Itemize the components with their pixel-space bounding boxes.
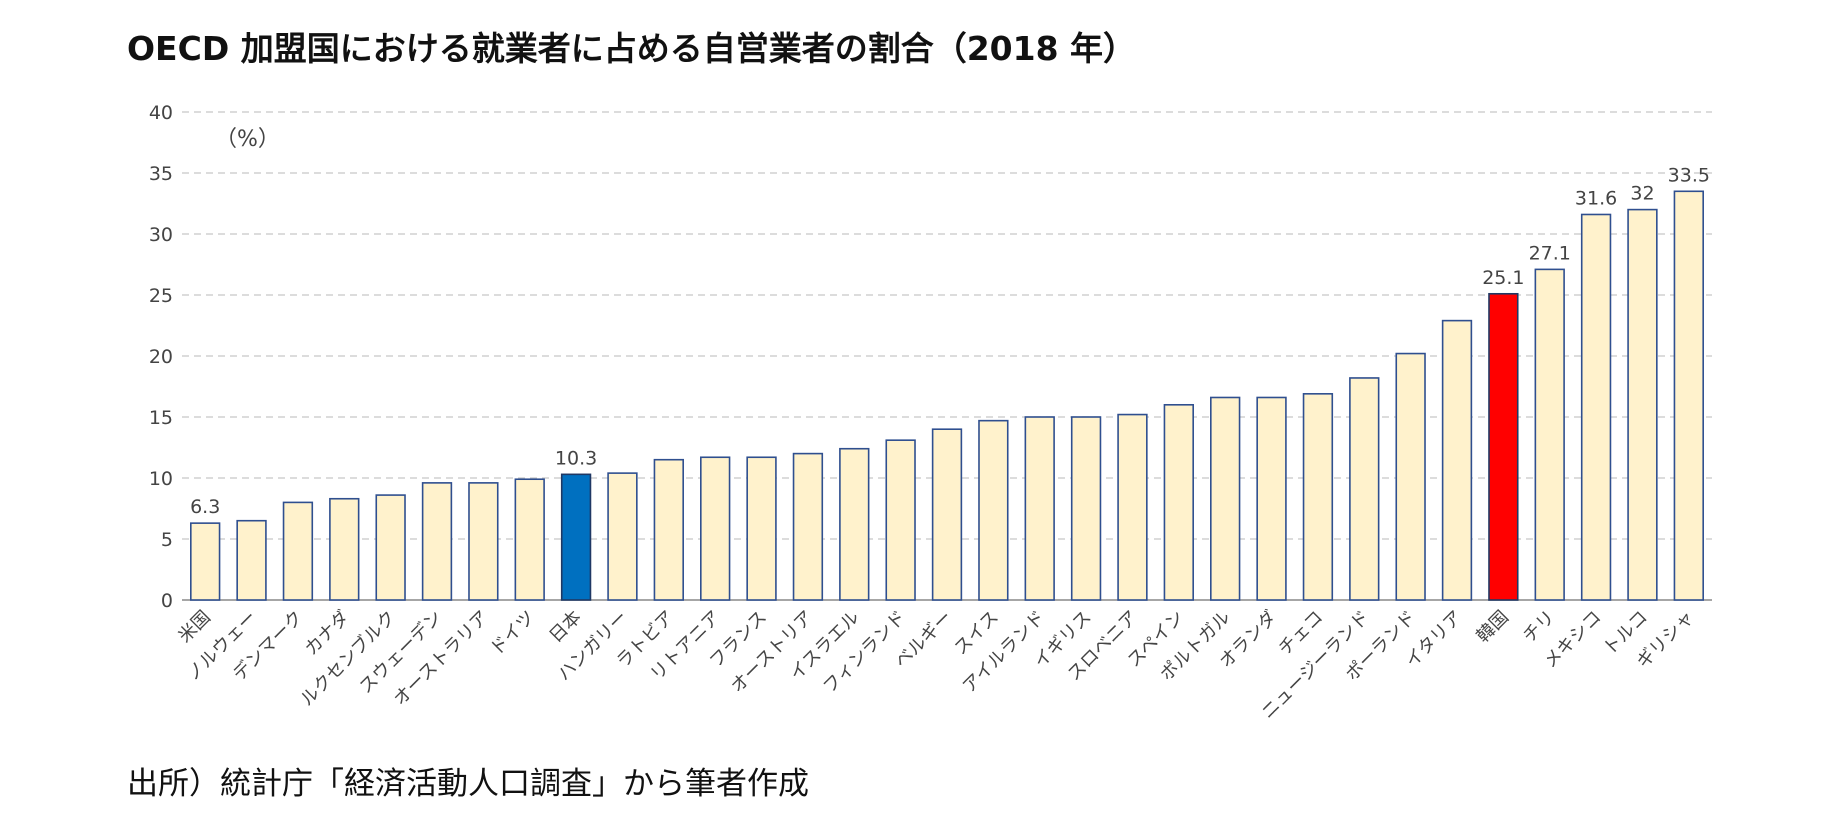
bar (839, 447, 870, 601)
bar (1163, 403, 1194, 601)
y-tick-label: 30 (149, 224, 173, 246)
bar (236, 519, 267, 601)
bar (560, 473, 592, 601)
bar (1256, 396, 1287, 601)
y-tick-label: 15 (149, 407, 173, 429)
bar (1024, 416, 1055, 601)
bar (1302, 393, 1334, 601)
bar (1395, 352, 1426, 601)
bar (1580, 213, 1612, 601)
x-tick-label: 日本 (545, 607, 585, 647)
y-tick-label: 10 (149, 468, 173, 490)
bar (1534, 268, 1565, 601)
chart-title: OECD 加盟国における就業者に占める自営業者の割合（2018 年） (127, 29, 1137, 68)
bar (1117, 413, 1148, 601)
bar (1210, 396, 1241, 601)
data-label: 10.3 (555, 447, 597, 469)
y-tick-label: 35 (149, 163, 173, 185)
source-note: 出所）統計庁「経済活動人口調査」から筆者作成 (127, 766, 809, 802)
bar (1627, 208, 1658, 601)
data-label: 33.5 (1668, 164, 1710, 186)
data-label: 25.1 (1482, 267, 1524, 289)
y-tick-label: 25 (149, 285, 173, 307)
bar (329, 497, 360, 601)
y-tick-label: 0 (161, 590, 173, 612)
bars (190, 190, 1704, 601)
data-label: 6.3 (190, 496, 220, 518)
bar (1441, 319, 1473, 601)
x-tick-label: チリ (1519, 607, 1559, 647)
y-tick-label: 20 (149, 346, 173, 368)
data-labels: 6.3 10.3 25.127.1 31.6 32 33.5 (190, 164, 1710, 518)
bar (1488, 292, 1519, 601)
bar (653, 458, 684, 601)
bar (746, 456, 777, 601)
x-tick-label: ドイツ (486, 607, 539, 660)
bar (1349, 377, 1380, 601)
data-label: 32 (1630, 183, 1654, 205)
bar (1673, 190, 1704, 601)
bar (1070, 416, 1102, 601)
bar (700, 456, 731, 601)
bar (607, 472, 638, 601)
bar (978, 419, 1009, 601)
y-unit-label: （%） (215, 127, 280, 152)
x-tick-label: 韓国 (1473, 607, 1513, 647)
y-tick-label: 40 (149, 102, 173, 124)
bar (190, 522, 221, 601)
data-label: 31.6 (1575, 187, 1617, 209)
bar (282, 501, 314, 601)
bar (514, 478, 545, 601)
bar (931, 428, 963, 601)
data-label: 27.1 (1529, 242, 1571, 264)
x-tick-label: 米国 (174, 607, 214, 647)
y-tick-label: 5 (161, 529, 173, 551)
bar (421, 482, 453, 601)
bar (885, 439, 916, 601)
bar (375, 494, 406, 601)
y-axis: 0 5 10 15 20 25 30 35 40 (149, 102, 173, 612)
bar (468, 482, 499, 601)
bar (792, 452, 824, 601)
